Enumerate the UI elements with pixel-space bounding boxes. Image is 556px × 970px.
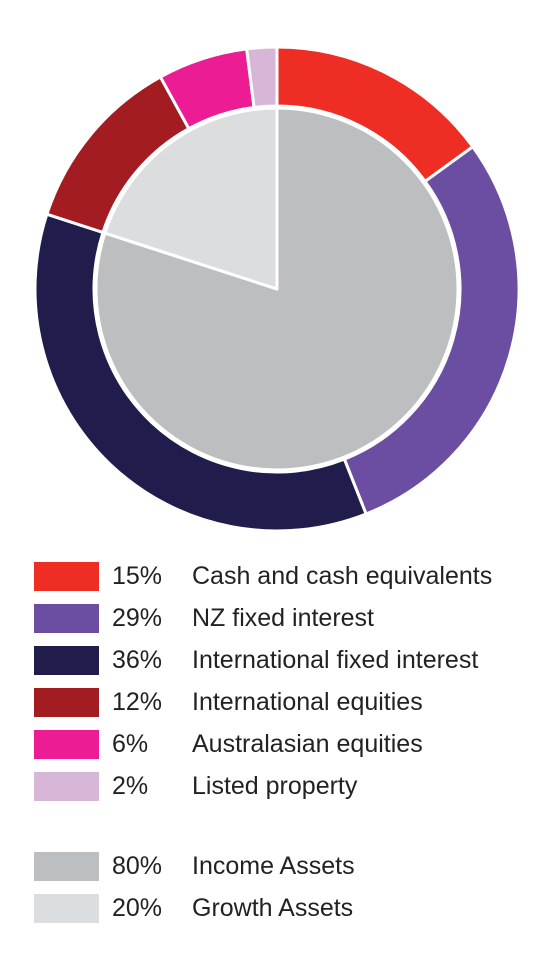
legend-swatch (34, 771, 99, 801)
legend-swatch (34, 561, 99, 591)
outer-ring (33, 45, 521, 533)
legend-percent: 36% (112, 645, 163, 674)
legend-label: Listed property (192, 771, 358, 800)
outer-legend: 15% Cash and cash equivalents 29% NZ fixed … (34, 555, 492, 807)
asset-allocation-chart (33, 45, 521, 533)
legend-label: International fixed interest (192, 645, 479, 674)
legend-label: Australasian equities (192, 729, 423, 758)
legend-item-international-fixed-interest: 36% International fixed interest (34, 639, 492, 681)
legend-item-australasian-equities: 6% Australasian equities (34, 723, 492, 765)
legend-percent: 12% (112, 687, 163, 716)
legend-item-international-equities: 12% International equities (34, 681, 492, 723)
legend-swatch (34, 603, 99, 633)
outer-slice-international-fixed-interest (33, 212, 368, 533)
inner-slice-income-assets (94, 106, 460, 472)
legend-label: International equities (192, 687, 423, 716)
legend-swatch (34, 851, 99, 881)
legend-item-listed-property: 2% Listed property (34, 765, 492, 807)
legend-percent: 29% (112, 603, 163, 632)
legend-label: Growth Assets (192, 893, 354, 922)
legend-swatch (34, 729, 99, 759)
inner-legend: 80% Income Assets 20% Growth Assets (34, 845, 355, 929)
outer-slice-listed-property (245, 45, 279, 109)
inner-slice-growth-assets (103, 106, 279, 291)
legend-swatch (34, 893, 99, 923)
legend-percent: 6% (112, 729, 149, 758)
legend-item-nz-fixed-interest: 29% NZ fixed interest (34, 597, 492, 639)
legend-percent: 80% (112, 851, 163, 880)
legend-percent: 20% (112, 893, 163, 922)
outer-slice-nz-fixed-interest (342, 145, 521, 516)
legend-swatch (34, 687, 99, 717)
legend-label: Income Assets (192, 851, 355, 880)
legend-percent: 2% (112, 771, 149, 800)
legend-percent: 15% (112, 561, 163, 590)
legend-label: Cash and cash equivalents (192, 561, 493, 590)
legend-item-cash-and-cash-equivalents: 15% Cash and cash equivalents (34, 555, 492, 597)
legend-label: NZ fixed interest (192, 603, 375, 632)
legend-swatch (34, 645, 99, 675)
legend-item-income-assets: 80% Income Assets (34, 845, 355, 887)
inner-pie (94, 106, 460, 472)
legend-item-growth-assets: 20% Growth Assets (34, 887, 355, 929)
